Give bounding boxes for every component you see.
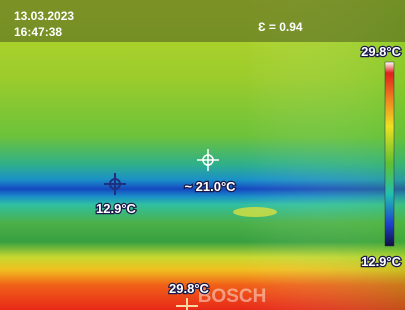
- scale-max: 29.8°C: [361, 44, 402, 59]
- thermal-shading: [0, 0, 405, 310]
- date: 13.03.2023: [14, 9, 74, 23]
- hot-spot-temperature: 29.8°C: [169, 281, 210, 296]
- time: 16:47:38: [14, 25, 62, 39]
- scale-min: 12.9°C: [361, 254, 402, 269]
- warm-spot: [233, 207, 277, 217]
- cold-spot-temperature: 12.9°C: [96, 201, 137, 216]
- emissivity: Ɛ = 0.94: [258, 20, 303, 34]
- thermal-image-screen: 13.03.2023 16:47:38 Ɛ = 0.94 29.8°C 12.9…: [0, 0, 405, 310]
- color-scale: [385, 62, 394, 246]
- center-temperature: ~ 21.0°C: [184, 179, 236, 194]
